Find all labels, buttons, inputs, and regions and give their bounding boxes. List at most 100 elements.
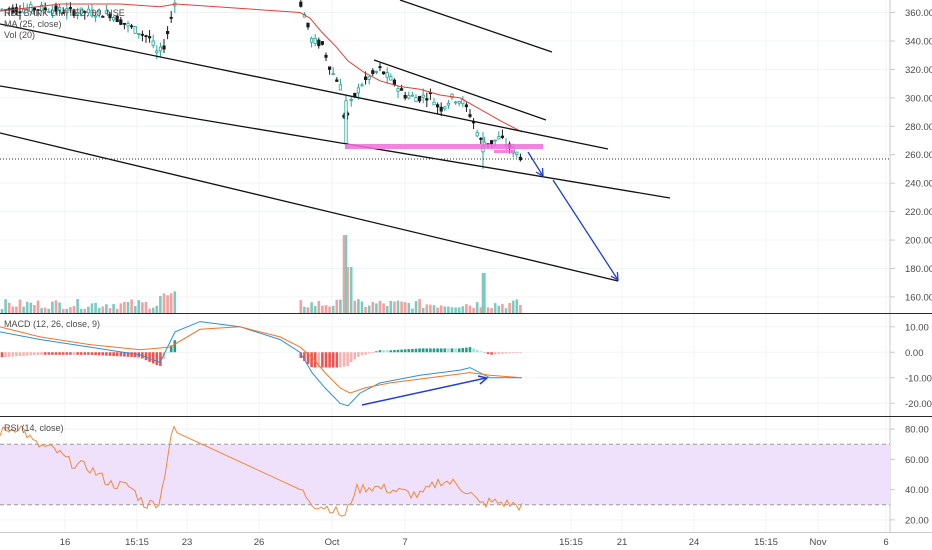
candle-body xyxy=(76,12,80,15)
volume-bar xyxy=(18,299,22,313)
macd-divergence-arrow[interactable] xyxy=(361,375,489,406)
macd-hist-bar xyxy=(94,352,97,356)
candle-body xyxy=(410,94,415,97)
volume-bar xyxy=(313,306,317,313)
candle-body xyxy=(129,25,134,28)
candle-body xyxy=(331,73,335,75)
candle-body xyxy=(381,71,386,75)
candle-body xyxy=(21,8,26,13)
rsi-legend[interactable]: RSI (14, close) xyxy=(4,423,64,433)
volume-bar xyxy=(414,301,418,313)
rsi-band xyxy=(0,443,890,506)
vol-legend[interactable]: Vol (20) xyxy=(4,30,35,40)
candle-body xyxy=(367,76,371,80)
candle-body xyxy=(497,136,501,140)
volume-bar xyxy=(76,299,79,313)
ma-legend[interactable]: MA (25, close) xyxy=(4,19,62,29)
trendline xyxy=(0,23,609,150)
volume-bar xyxy=(0,308,4,313)
macd-divergence-line xyxy=(361,377,487,406)
trendline-drawings[interactable] xyxy=(0,0,671,282)
candle-body xyxy=(18,11,22,14)
volume-bar xyxy=(342,235,346,313)
volume-bar xyxy=(328,306,331,313)
volume-bar xyxy=(389,300,393,313)
volume-bar xyxy=(385,306,389,313)
macd-hist-bar xyxy=(418,348,421,353)
macd-legend[interactable]: MACD (12, 26, close, 9) xyxy=(4,319,100,329)
volume-bar xyxy=(331,305,335,313)
macd-hist-bar xyxy=(29,352,33,356)
macd-hist-bar xyxy=(61,352,65,355)
macd-divergence-arrowhead xyxy=(477,375,489,385)
candle-body xyxy=(169,16,173,19)
volume-bar xyxy=(346,267,349,313)
macd-hist-bar xyxy=(508,352,511,354)
volume-bar xyxy=(393,301,396,313)
macd-hist-bar xyxy=(501,352,504,354)
candle-body xyxy=(344,100,348,144)
macd-hist-bar xyxy=(112,352,115,357)
macd-hist-bar xyxy=(483,352,486,354)
candle-body xyxy=(363,76,368,80)
candle-body xyxy=(374,70,379,73)
macd-hist-bar xyxy=(429,348,432,353)
rsi-tick-label: 20.00 xyxy=(905,515,929,526)
volume-bar xyxy=(306,307,310,313)
time-tick-label: Nov xyxy=(810,537,827,548)
candle-body xyxy=(11,7,15,14)
volume-bar xyxy=(119,303,123,313)
symbol-legend[interactable]: RBL BANK LIMITED, 60, NSE xyxy=(4,8,125,18)
volume-bar xyxy=(11,306,15,313)
arrow-short-head xyxy=(535,167,544,178)
candle-body xyxy=(457,100,461,104)
macd-tick-label: -10.00 xyxy=(905,373,932,384)
trendline xyxy=(0,85,671,199)
grid-lines xyxy=(0,0,890,532)
volume-bar xyxy=(439,305,443,313)
volume-bar xyxy=(403,302,407,313)
volume-bar xyxy=(472,307,475,313)
rsi-tick-label: 60.00 xyxy=(905,455,929,466)
candle-body xyxy=(450,93,454,99)
macd-hist-bar xyxy=(22,352,25,356)
volume-bar xyxy=(375,303,378,313)
volume-bar xyxy=(101,306,105,313)
macd-hist-bar xyxy=(353,352,357,360)
macd-hist-bar xyxy=(148,352,151,362)
macd-hist-bar xyxy=(313,352,317,368)
candle-body xyxy=(122,22,126,25)
candle-body xyxy=(403,94,407,99)
volume-bar xyxy=(364,306,367,313)
candle-body xyxy=(399,88,404,91)
candle-body xyxy=(515,151,519,155)
volume-bar xyxy=(479,307,483,313)
candle-body xyxy=(468,114,472,117)
volume-bar xyxy=(90,303,94,313)
macd-hist-bar xyxy=(382,350,385,353)
macd-hist-bar xyxy=(47,352,51,355)
candle-body xyxy=(392,79,397,86)
volume-bar xyxy=(29,302,33,313)
volume-bar xyxy=(87,306,90,313)
candle-body xyxy=(40,4,44,12)
macd-hist-bar xyxy=(335,352,339,368)
candle-body xyxy=(421,94,425,98)
candle-body xyxy=(432,101,436,106)
volume-bar xyxy=(141,302,144,313)
volume-bar xyxy=(378,300,382,313)
macd-hist-bar xyxy=(414,348,418,353)
volume-bar xyxy=(481,273,485,313)
volume-bar xyxy=(519,304,522,313)
volume-bar xyxy=(490,308,493,313)
candle-body xyxy=(479,137,483,140)
macd-hist-bar xyxy=(119,352,123,357)
trendline xyxy=(373,59,547,121)
macd-hist-bar xyxy=(447,348,450,353)
time-tick-label: 6 xyxy=(883,537,888,548)
candle-body xyxy=(324,54,328,58)
candle-body xyxy=(500,135,505,138)
macd-hist-bar xyxy=(465,347,468,353)
candle-body xyxy=(489,140,494,145)
volume-bar xyxy=(137,300,141,313)
